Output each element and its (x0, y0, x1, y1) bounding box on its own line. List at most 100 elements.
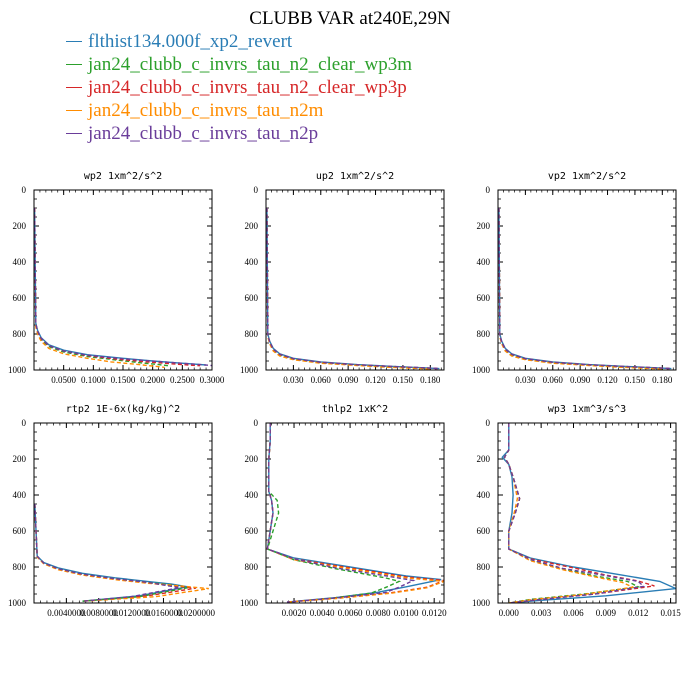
panel-title: up2 1xm^2/s^2 (316, 171, 394, 182)
x-tick-label: 0.060 (311, 375, 332, 385)
y-tick-label: 200 (477, 454, 491, 464)
series-line (34, 503, 188, 602)
chart-panel: thlp2 1xK^2 0 200 400 600 800 1000 0.0020 0.0040… (240, 404, 447, 618)
series-group (266, 207, 440, 370)
series-line (266, 207, 431, 370)
x-tick-label: 0.060 (543, 375, 564, 385)
y-tick-label: 800 (245, 329, 259, 339)
y-tick-label: 0 (486, 418, 491, 428)
series-line (498, 207, 663, 370)
y-tick-label: 400 (245, 257, 259, 267)
panel-title: thlp2 1xK^2 (322, 404, 388, 415)
y-tick-label: 200 (13, 221, 27, 231)
y-tick-label: 1000 (8, 365, 27, 375)
x-tick-label: 0.0100 (394, 608, 419, 618)
chart-panel: up2 1xm^2/s^2 0 200 400 600 800 1000 0.030 0.060… (240, 171, 445, 385)
legend-item: jan24_clubb_c_invrs_tau_n2p (66, 122, 412, 145)
y-tick-label: 0 (254, 418, 259, 428)
chart-panel: wp3 1xm^3/s^3 0 200 400 600 800 1000 0.000 0.003… (472, 404, 681, 618)
legend-label: jan24_clubb_c_invrs_tau_n2p (88, 123, 319, 144)
series-line (266, 207, 440, 370)
y-tick-label: 400 (477, 257, 491, 267)
y-tick-label: 1000 (240, 365, 259, 375)
legend: flthist134.000f_xp2_revert jan24_clubb_c… (66, 30, 412, 145)
y-tick-label: 400 (13, 257, 27, 267)
legend-label: jan24_clubb_c_invrs_tau_n2_clear_wp3m (88, 54, 412, 75)
x-tick-label: 0.006 (563, 608, 584, 618)
legend-label: jan24_clubb_c_invrs_tau_n2m (88, 100, 324, 121)
y-tick-label: 800 (245, 562, 259, 572)
series-line (34, 207, 201, 367)
x-tick-label: 0.0120000 (112, 608, 151, 618)
x-tick-label: 0.030 (283, 375, 304, 385)
x-tick-label: 0.0080 (366, 608, 391, 618)
x-tick-label: 0.180 (420, 375, 441, 385)
plot-frame (265, 422, 445, 604)
y-tick-label: 0 (22, 185, 27, 195)
x-tick-label: 0.090 (338, 375, 359, 385)
x-tick-label: 0.000 (499, 608, 520, 618)
x-tick-label: 0.150 (393, 375, 414, 385)
x-tick-label: 0.0020 (282, 608, 307, 618)
x-tick-label: 0.009 (596, 608, 617, 618)
series-line (266, 423, 416, 603)
series-group (34, 207, 212, 368)
series-line (34, 207, 212, 367)
plot-frame (33, 422, 213, 604)
y-tick-label: 800 (13, 562, 27, 572)
legend-swatch (66, 63, 82, 66)
y-tick-label: 600 (245, 293, 259, 303)
y-tick-label: 0 (254, 185, 259, 195)
y-tick-label: 1000 (240, 598, 259, 608)
x-tick-label: 0.1500 (111, 375, 136, 385)
chart-panel: rtp2 1E-6x(kg/kg)^2 0 200 400 600 800 1000 0.00… (8, 404, 215, 618)
x-tick-label: 0.0060 (338, 608, 363, 618)
series-line (498, 207, 672, 370)
x-tick-label: 0.0200000 (177, 608, 216, 618)
series-line (34, 503, 209, 602)
series-line (266, 207, 440, 370)
legend-item: jan24_clubb_c_invrs_tau_n2_clear_wp3m (66, 53, 412, 76)
x-tick-label: 0.003 (531, 608, 552, 618)
legend-swatch (66, 40, 82, 43)
series-line (34, 503, 180, 602)
series-line (34, 207, 165, 368)
plot-frame (33, 189, 213, 371)
y-tick-label: 200 (245, 221, 259, 231)
series-line (34, 503, 188, 602)
legend-swatch (66, 132, 82, 135)
x-tick-label: 0.030 (515, 375, 536, 385)
series-group (501, 423, 676, 603)
series-line (266, 423, 444, 603)
x-tick-label: 0.090 (570, 375, 591, 385)
y-tick-label: 400 (13, 490, 27, 500)
series-line (266, 423, 444, 603)
y-tick-label: 1000 (472, 365, 491, 375)
series-group (266, 423, 444, 603)
legend-swatch (66, 109, 82, 112)
legend-label: flthist134.000f_xp2_revert (88, 31, 293, 52)
plot-frame (265, 189, 445, 371)
legend-item: jan24_clubb_c_invrs_tau_n2m (66, 99, 412, 122)
y-tick-label: 200 (477, 221, 491, 231)
series-line (503, 423, 641, 603)
y-tick-label: 400 (477, 490, 491, 500)
x-tick-label: 0.3000 (200, 375, 225, 385)
y-tick-label: 600 (13, 293, 27, 303)
panel-title: wp2 1xm^2/s^2 (84, 171, 162, 182)
x-tick-label: 0.0080000 (80, 608, 119, 618)
y-tick-label: 600 (477, 526, 491, 536)
series-line (34, 207, 171, 367)
x-tick-label: 0.0160000 (144, 608, 183, 618)
x-tick-label: 0.0040000 (47, 608, 86, 618)
y-tick-label: 1000 (472, 598, 491, 608)
x-tick-label: 0.120 (365, 375, 386, 385)
x-tick-label: 0.015 (660, 608, 681, 618)
panel-title: wp3 1xm^3/s^3 (548, 404, 626, 415)
y-tick-label: 800 (13, 329, 27, 339)
chart-panel: vp2 1xm^2/s^2 0 200 400 600 800 1000 0.030 0.060… (472, 171, 677, 385)
legend-swatch (66, 86, 82, 89)
series-line (498, 207, 663, 370)
series-line (503, 423, 636, 603)
